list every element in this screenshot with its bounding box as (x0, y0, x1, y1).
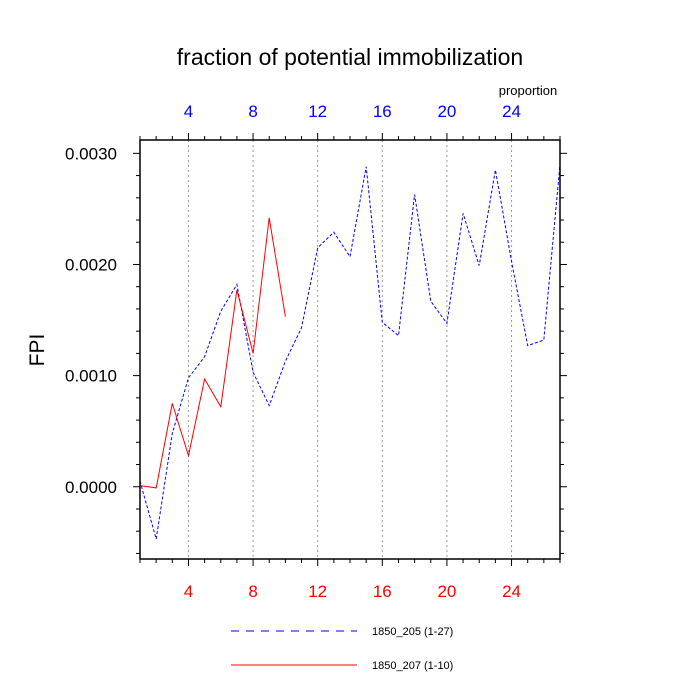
y-tick-label: 0.0030 (65, 144, 117, 163)
y-axis-label: FPI (26, 334, 49, 367)
x-tick-label-bottom: 8 (248, 582, 257, 601)
y-tick-label: 0.0010 (65, 367, 117, 386)
series-layer (139, 164, 561, 540)
x-tick-label-bottom: 16 (373, 582, 392, 601)
x-tick-label-top: 20 (437, 102, 456, 121)
x-tick-label-top: 8 (248, 102, 257, 121)
x-tick-label-bottom: 24 (502, 582, 521, 601)
legend-label: 1850_205 (1-27) (372, 626, 453, 638)
grid-lines (187, 140, 513, 559)
x-tick-label-top: 12 (308, 102, 327, 121)
chart-title: fraction of potential immobilization (177, 44, 523, 70)
y-tick-label: 0.0000 (65, 478, 117, 497)
series-line (139, 164, 561, 540)
axis-ticks (133, 133, 567, 566)
top-axis-label: proportion (499, 83, 558, 98)
x-tick-label-top: 4 (184, 102, 193, 121)
tick-labels: 4 4 8 8 12 12 16 16 20 20 24 24 0.0000 0.0010 0.0020 0.… (65, 102, 521, 601)
plot-frame (139, 139, 561, 560)
legend: 1850_205 (1-27) 1850_207 (1-10) (231, 626, 453, 672)
x-tick-label-bottom: 12 (308, 582, 327, 601)
x-tick-label-bottom: 4 (184, 582, 193, 601)
legend-label: 1850_207 (1-10) (372, 660, 453, 672)
y-tick-label: 0.0020 (65, 255, 117, 274)
series-line (139, 217, 286, 489)
x-tick-label-top: 16 (373, 102, 392, 121)
x-tick-label-top: 24 (502, 102, 521, 121)
x-tick-label-bottom: 20 (437, 582, 456, 601)
